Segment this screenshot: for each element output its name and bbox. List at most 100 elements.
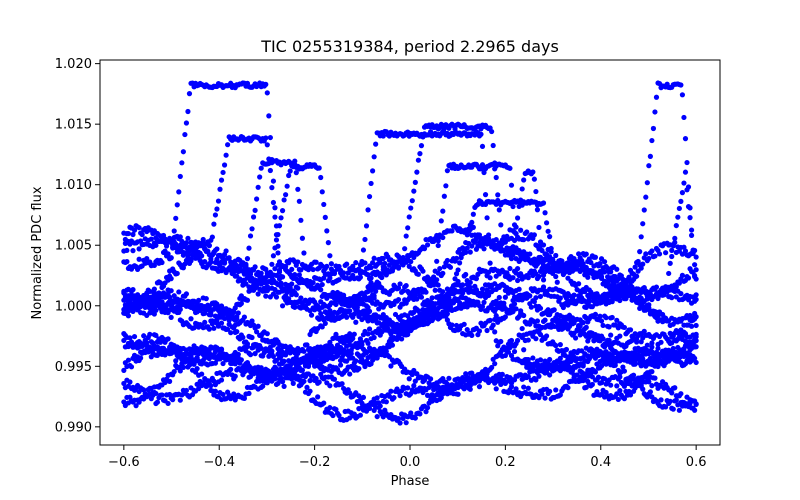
data-point — [261, 279, 267, 286]
data-point — [463, 271, 469, 278]
data-point — [221, 259, 228, 265]
data-point — [153, 332, 159, 338]
data-point — [627, 392, 634, 398]
data-point — [547, 310, 553, 316]
data-point — [199, 371, 205, 377]
data-point — [400, 288, 406, 294]
data-point — [615, 290, 621, 296]
data-point — [608, 332, 614, 338]
data-point — [605, 355, 611, 361]
data-point — [681, 114, 687, 121]
data-point — [127, 293, 133, 300]
data-point — [316, 165, 322, 171]
data-point — [283, 293, 289, 299]
data-point — [148, 354, 154, 360]
data-point — [139, 231, 145, 238]
data-point — [324, 295, 330, 301]
data-point — [151, 389, 157, 396]
data-point — [637, 249, 643, 255]
data-point — [250, 214, 257, 220]
data-point — [489, 302, 495, 308]
data-point — [484, 327, 490, 334]
data-point — [557, 355, 563, 361]
data-point — [136, 256, 142, 262]
data-point — [434, 277, 440, 283]
data-point — [315, 282, 321, 288]
data-point — [553, 316, 559, 322]
data-point — [246, 390, 252, 397]
data-point — [643, 251, 649, 257]
data-point — [434, 308, 440, 315]
data-point — [638, 234, 644, 240]
data-point — [652, 109, 658, 115]
data-point — [678, 291, 684, 297]
data-point — [270, 342, 277, 348]
data-point — [206, 350, 212, 356]
data-point — [426, 313, 432, 319]
data-point — [389, 342, 396, 348]
data-point — [144, 255, 150, 262]
data-point — [540, 284, 547, 290]
data-point — [487, 317, 493, 323]
data-point — [371, 334, 377, 341]
data-point — [453, 306, 460, 312]
data-point — [287, 168, 293, 174]
data-point — [267, 134, 273, 141]
data-point — [467, 298, 473, 304]
data-point — [283, 263, 289, 270]
data-point — [453, 322, 460, 329]
data-point — [598, 318, 605, 324]
data-point — [545, 228, 551, 234]
data-point — [322, 214, 328, 220]
data-point — [502, 380, 508, 386]
data-point — [363, 223, 370, 229]
data-point — [244, 256, 251, 262]
data-point — [353, 358, 359, 364]
data-point — [408, 205, 414, 211]
data-point — [617, 388, 623, 394]
data-point — [606, 292, 612, 298]
data-point — [530, 169, 536, 175]
data-point — [281, 287, 287, 293]
data-point — [424, 405, 431, 411]
data-point — [330, 355, 336, 362]
data-point — [536, 273, 542, 280]
data-point — [147, 331, 153, 337]
data-point — [609, 314, 615, 321]
data-point — [321, 317, 327, 323]
data-point — [469, 219, 475, 226]
data-point — [368, 265, 374, 271]
data-point — [183, 387, 190, 394]
data-point — [218, 346, 225, 352]
data-point — [688, 232, 695, 238]
data-point — [614, 317, 620, 323]
data-point — [518, 372, 524, 378]
data-point — [547, 234, 553, 240]
data-point — [553, 365, 559, 371]
data-point — [168, 255, 174, 261]
data-point — [362, 260, 368, 266]
data-point — [531, 232, 537, 238]
data-point — [634, 339, 640, 345]
data-point — [319, 281, 325, 288]
data-point — [692, 262, 698, 268]
data-point — [270, 199, 277, 206]
data-point — [412, 415, 418, 421]
data-point — [324, 228, 330, 234]
data-point — [554, 279, 560, 285]
data-point — [246, 284, 252, 290]
data-point — [531, 298, 537, 305]
data-point — [327, 383, 333, 389]
data-point — [307, 378, 313, 384]
data-point — [171, 228, 177, 234]
data-point — [252, 264, 258, 270]
data-point — [562, 269, 568, 275]
data-point — [681, 322, 687, 328]
data-point — [235, 310, 241, 316]
data-point — [536, 224, 542, 231]
data-point — [327, 253, 333, 259]
data-point — [479, 143, 486, 150]
chart-title: TIC 0255319384, period 2.2965 days — [260, 37, 559, 56]
data-point — [395, 264, 402, 270]
data-point — [519, 325, 525, 332]
